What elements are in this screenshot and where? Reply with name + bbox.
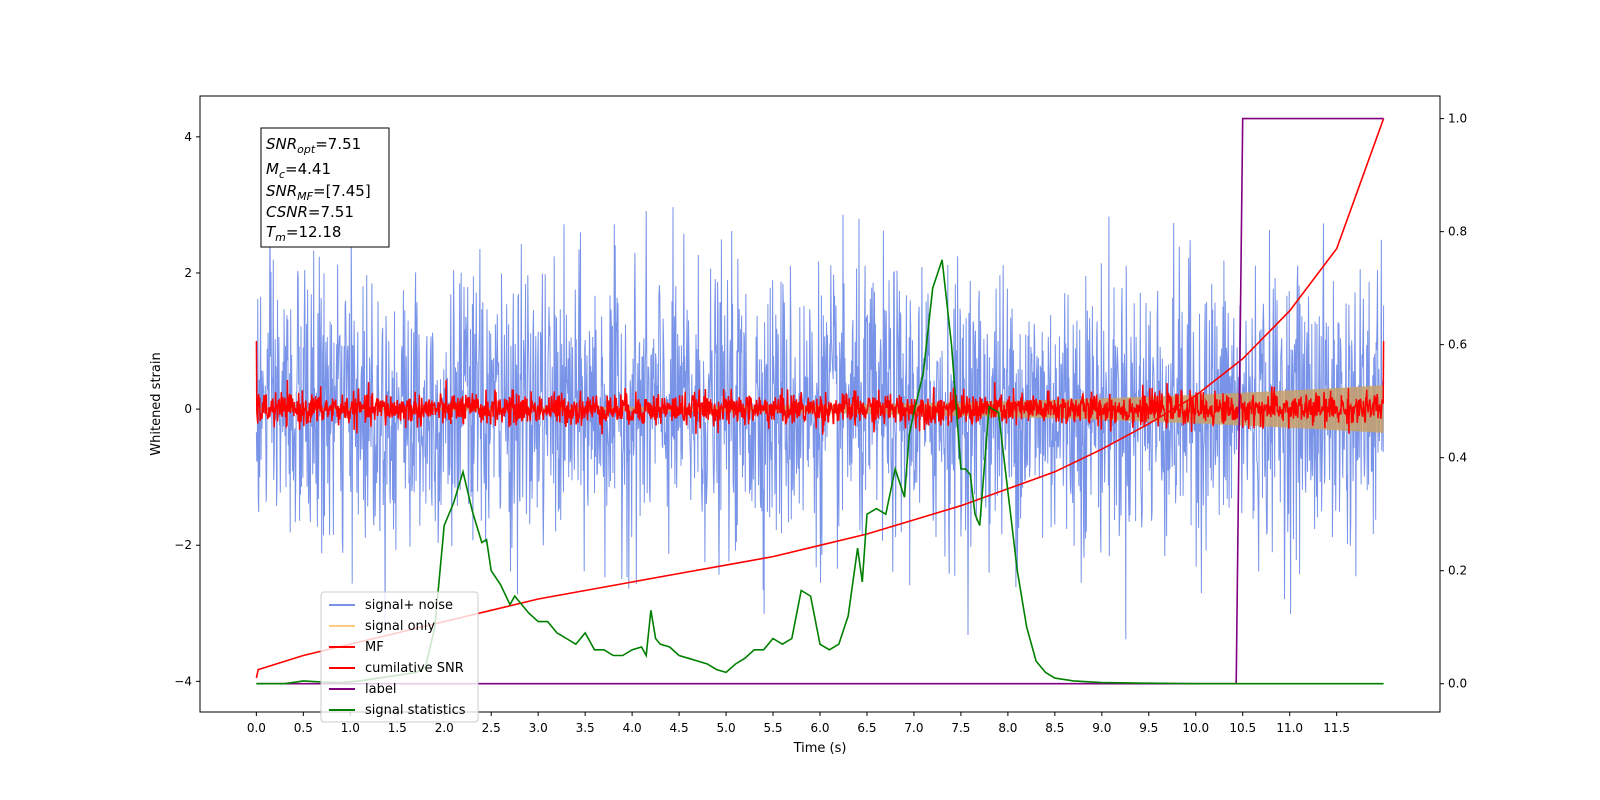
y-tick-label: −4	[174, 674, 192, 688]
x-tick-label: 1.5	[388, 721, 407, 735]
y2-tick-label: 0.4	[1448, 451, 1467, 465]
series-signal-statistics	[256, 259, 1384, 685]
y2-tick-label: 0.2	[1448, 564, 1467, 578]
x-tick-label: 4.0	[623, 721, 642, 735]
legend-label: label	[365, 682, 396, 697]
x-tick-label: 4.5	[670, 721, 689, 735]
legend-label: MF	[365, 640, 384, 655]
x-axis-label: Time (s)	[793, 741, 847, 756]
x-tick-label: 3.5	[576, 721, 595, 735]
x-tick-label: 9.0	[1092, 721, 1111, 735]
y-axis-left: −4 −2 0 2 4	[174, 130, 200, 688]
x-tick-label: 8.5	[1045, 721, 1064, 735]
series-signal-noise	[255, 206, 1385, 640]
annotation-snr-opt: SNRopt=7.51	[266, 135, 361, 156]
annotation-snr-mf: SNRMF=[7.45]	[266, 182, 371, 203]
y-tick-label: −2	[174, 538, 192, 552]
legend-label: signal statistics	[365, 703, 466, 718]
y-tick-label: 2	[184, 266, 192, 280]
y-axis-label: Whitened strain	[149, 352, 164, 455]
x-tick-label: 0.5	[294, 721, 313, 735]
x-tick-label: 5.5	[763, 721, 782, 735]
y2-tick-label: 0.8	[1448, 225, 1467, 239]
x-tick-label: 3.0	[529, 721, 548, 735]
legend-label: cumilative SNR	[365, 661, 464, 676]
y2-tick-label: 0.0	[1448, 677, 1467, 691]
x-tick-label: 9.5	[1139, 721, 1158, 735]
y-axis-right: 0.0 0.2 0.4 0.6 0.8 1.0	[1440, 112, 1467, 691]
x-axis: 0.0 0.5 1.0 1.5 2.0 2.5 3.0 3.5 4.0 4.5 5.0 5.5 6.0 6…	[247, 712, 1350, 735]
annotation-mc: Mc=4.41	[266, 160, 331, 181]
annotation-box: SNRopt=7.51 Mc=4.41 SNRMF=[7.45] CSNR=7.…	[260, 127, 390, 248]
x-tick-label: 11.5	[1323, 721, 1350, 735]
x-tick-label: 7.5	[951, 721, 970, 735]
x-tick-label: 6.0	[810, 721, 829, 735]
x-tick-label: 8.0	[998, 721, 1017, 735]
legend-label: signal only	[365, 619, 435, 634]
x-tick-label: 7.0	[904, 721, 923, 735]
legend-label: signal+ noise	[365, 598, 453, 613]
y-tick-label: 4	[184, 130, 192, 144]
x-tick-label: 6.5	[857, 721, 876, 735]
annotation-tm: Tm=12.18	[266, 223, 341, 244]
x-tick-label: 5.0	[717, 721, 736, 735]
x-tick-label: 10.5	[1229, 721, 1256, 735]
y-tick-label: 0	[184, 402, 192, 416]
y2-tick-label: 1.0	[1448, 112, 1467, 126]
legend: signal+ noise signal only MF cumilative SNR…	[320, 591, 479, 723]
series-mf	[255, 340, 1385, 435]
annotation-csnr: CSNR=7.51	[266, 203, 354, 221]
x-tick-label: 11.0	[1276, 721, 1303, 735]
series-label	[256, 117, 1384, 685]
annotation-frame	[260, 127, 390, 248]
x-tick-label: 1.0	[341, 721, 360, 735]
x-tick-label: 0.0	[247, 721, 266, 735]
y2-tick-label: 0.6	[1448, 338, 1467, 352]
x-tick-label: 10.0	[1182, 721, 1209, 735]
x-tick-label: 2.0	[435, 721, 454, 735]
x-tick-label: 2.5	[482, 721, 501, 735]
legend-frame	[320, 591, 479, 723]
